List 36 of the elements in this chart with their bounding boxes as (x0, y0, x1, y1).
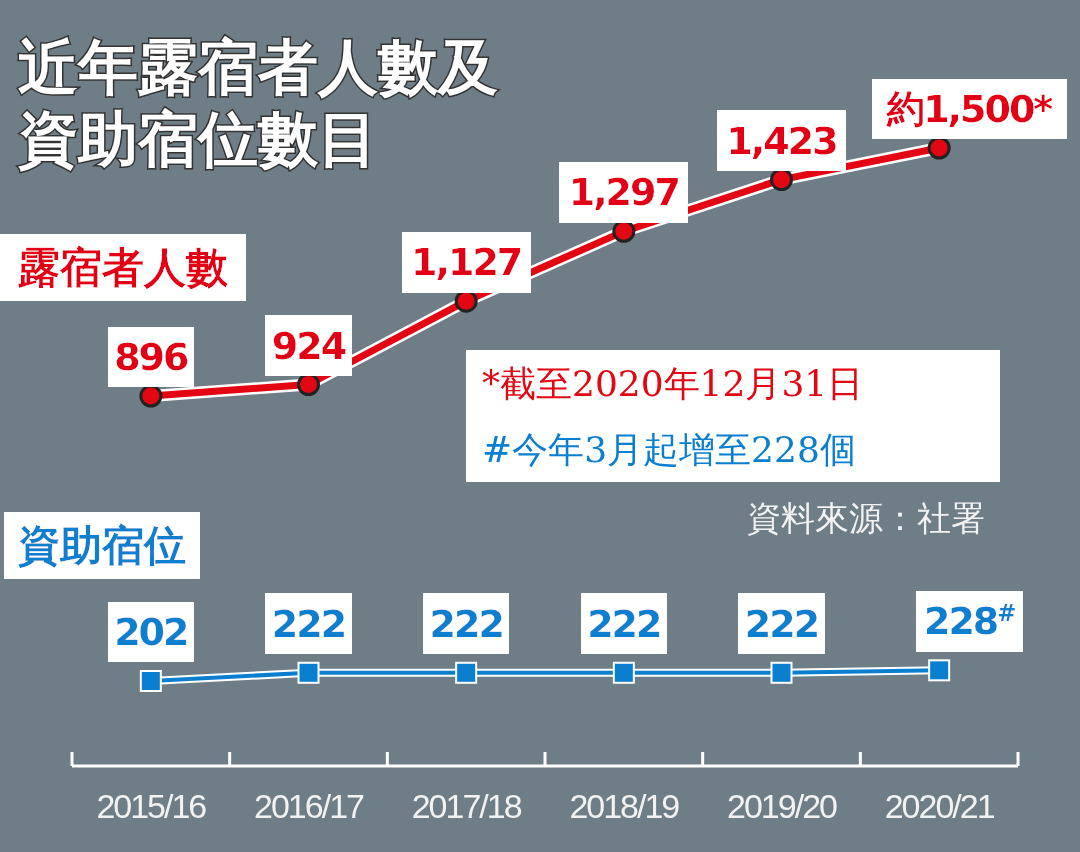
data-label: 1,423 (726, 118, 837, 163)
x-tick-label: 2019/20 (727, 787, 838, 825)
point (928, 659, 951, 682)
point (612, 219, 636, 243)
data-label: 924 (271, 323, 346, 368)
x-tick-label: 2015/16 (96, 787, 207, 825)
x-tick-label: 2018/19 (569, 787, 680, 825)
point (297, 373, 320, 397)
data-label: 1,127 (411, 240, 522, 285)
point (612, 661, 635, 684)
point (770, 661, 793, 684)
data-label: 222 (429, 601, 503, 646)
chart-title: 近年露宿者人數及資助宿位數目 (18, 32, 498, 174)
data-label: 896 (114, 335, 189, 380)
point (297, 661, 320, 684)
data-label: 228$^{#}$ (923, 599, 1016, 644)
text: 露宿者人數 (17, 243, 229, 292)
annotation: *截至2020年12月31日 (482, 363, 864, 404)
point (139, 670, 162, 692)
point (455, 661, 478, 684)
x-tick-label: 2017/18 (411, 787, 522, 825)
annotation: #今年3月起增至228個 (482, 429, 856, 470)
data-label: 202 (114, 610, 188, 654)
point (454, 289, 478, 313)
annotation: 資料來源：社署 (747, 498, 985, 538)
x-tick-label: 2020/21 (884, 787, 995, 825)
data-label: 222 (744, 601, 819, 646)
x-tick-label: 2016/17 (254, 787, 365, 825)
data-label: 222 (587, 601, 661, 646)
data-label: 1,297 (568, 170, 679, 215)
point (770, 168, 793, 192)
data-label: 約1,500* (886, 87, 1054, 131)
data-label: 222 (271, 601, 346, 646)
point (139, 384, 163, 408)
point (927, 136, 951, 160)
text: 資助宿位 (18, 521, 186, 570)
